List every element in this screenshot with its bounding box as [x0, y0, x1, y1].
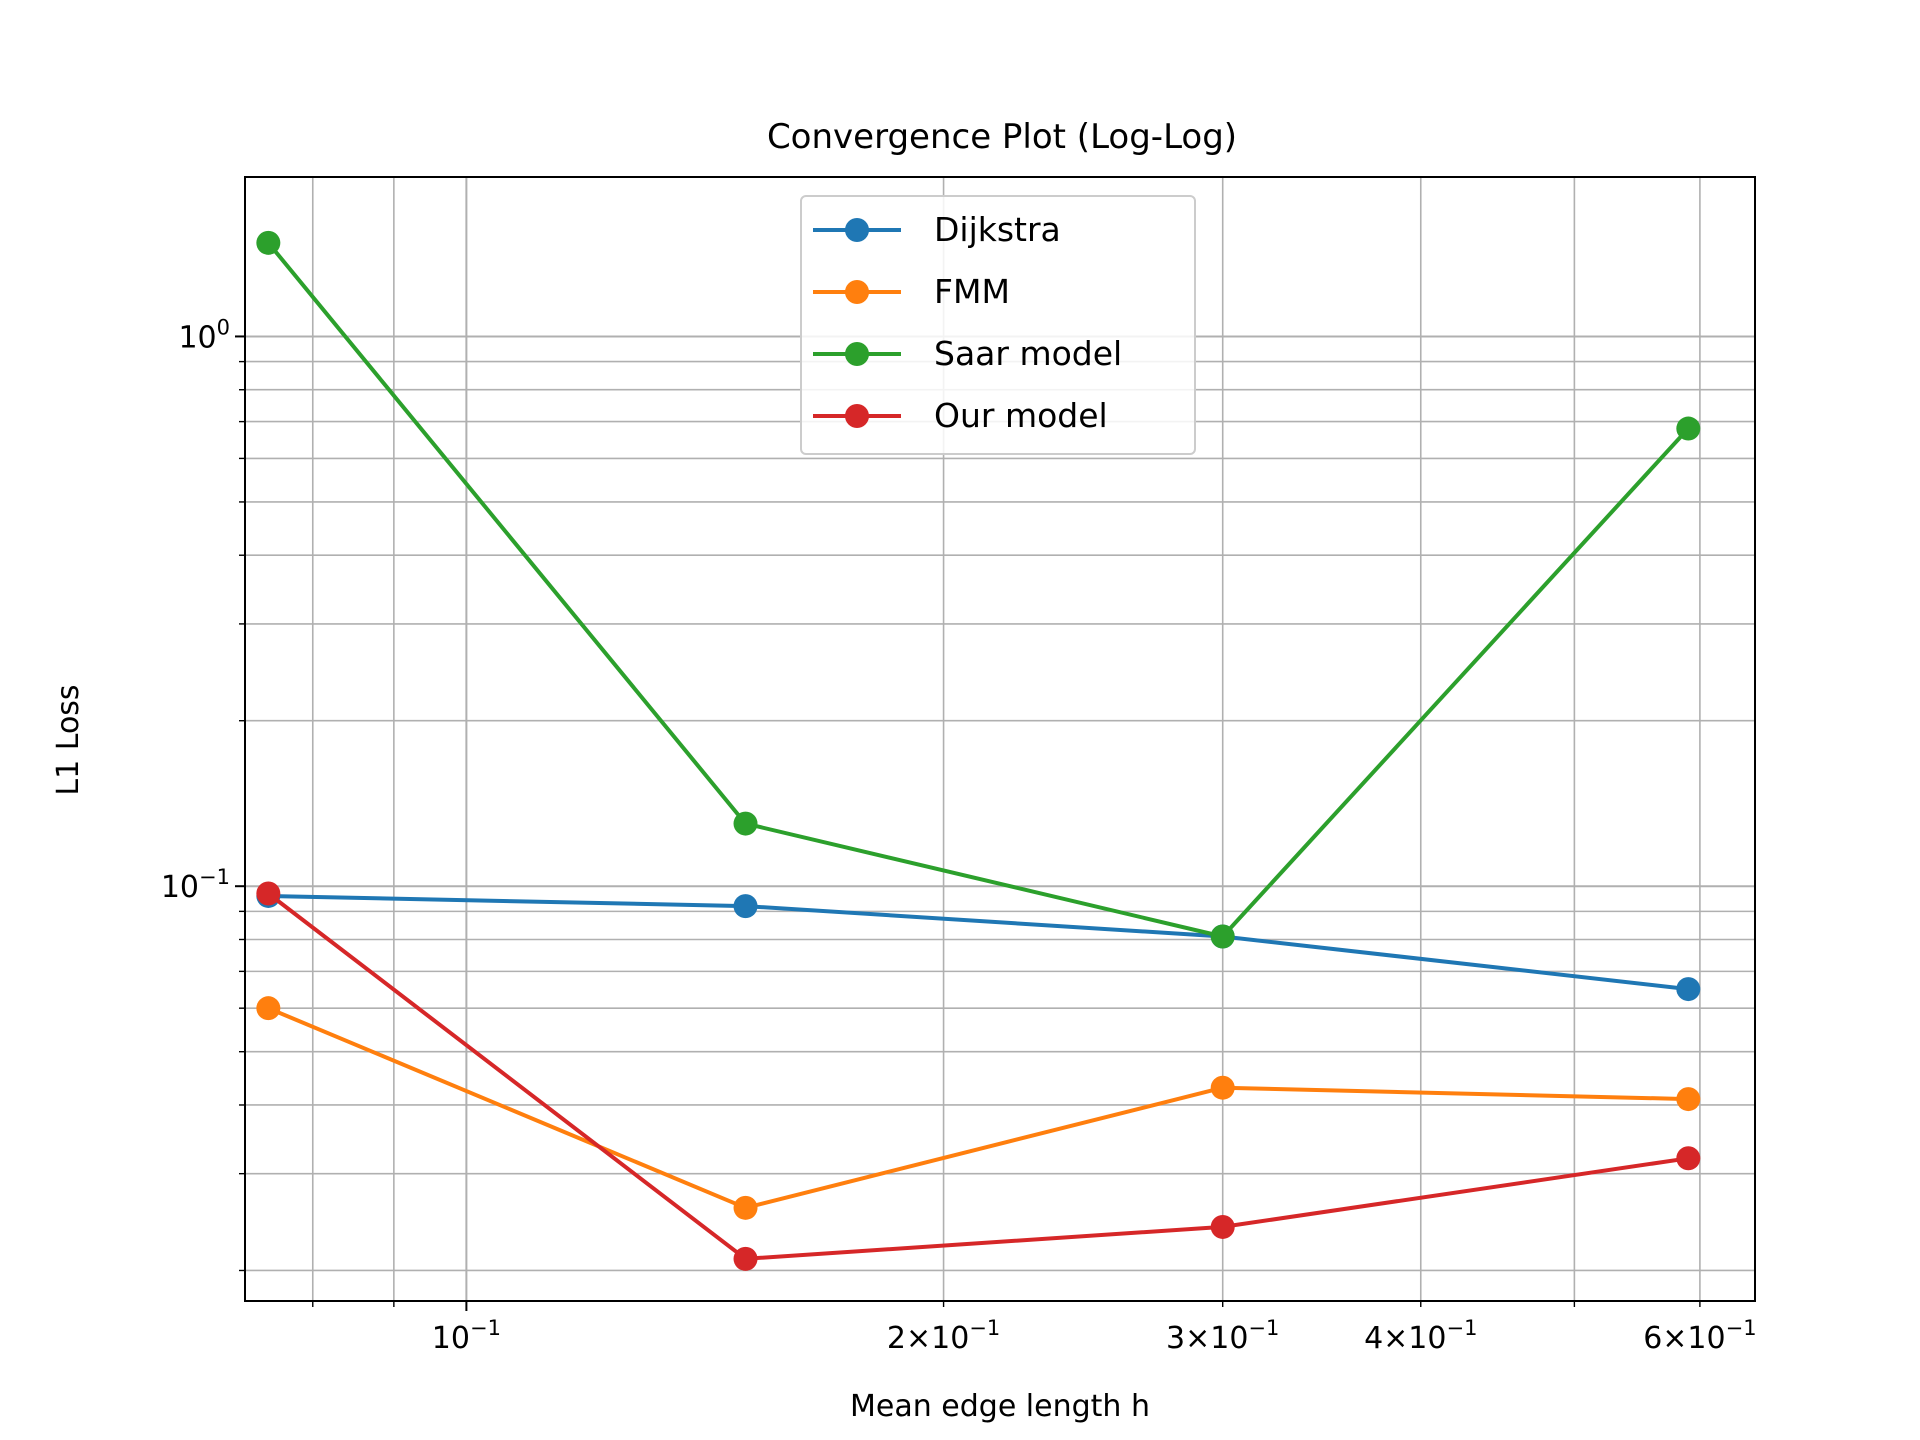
data-point-saar-model — [256, 230, 281, 255]
data-point-our-model — [1676, 1146, 1701, 1171]
y-axis-label: L1 Loss — [51, 684, 86, 795]
plot-area-frame — [244, 176, 1756, 1302]
x-tick-label: 10−1 — [432, 1316, 501, 1356]
y-tick-label: 10−1 — [161, 865, 230, 905]
legend-item-our-model: Our model — [813, 396, 1108, 435]
series-our-model — [256, 881, 1701, 1271]
legend-item-saar-model: Saar model — [813, 334, 1122, 373]
legend-swatch-marker — [845, 218, 869, 242]
data-point-dijkstra — [733, 894, 758, 919]
data-point-our-model — [733, 1246, 758, 1271]
legend-label: Saar model — [934, 334, 1122, 373]
series-line-our-model — [267, 891, 1689, 1261]
data-point-saar-model — [733, 811, 758, 836]
x-tick-label: 2×10−1 — [887, 1316, 1000, 1356]
legend-swatch-marker — [845, 342, 869, 366]
y-tick-label: 100 — [178, 315, 230, 355]
data-point-fmm — [733, 1195, 758, 1220]
series-line-dijkstra — [268, 894, 1689, 992]
series-line-fmm — [267, 1006, 1689, 1210]
legend-frame — [800, 195, 1196, 455]
x-axis-label: Mean edge length h — [850, 1389, 1150, 1424]
data-point-saar-model — [1210, 924, 1235, 949]
legend: Dijkstra FMM Saar model Our model — [800, 195, 1196, 455]
data-point-our-model — [256, 881, 281, 906]
legend-swatch-marker — [845, 404, 869, 428]
x-tick-label: 3×10−1 — [1166, 1316, 1279, 1356]
legend-label: FMM — [934, 272, 1010, 311]
x-tick-label: 6×10−1 — [1643, 1316, 1756, 1356]
data-point-dijkstra — [1676, 977, 1701, 1002]
legend-label: Our model — [934, 396, 1108, 435]
data-point-fmm — [1210, 1075, 1235, 1100]
series-line-saar-model — [266, 241, 1690, 939]
data-point-saar-model — [1676, 416, 1701, 441]
grid — [245, 177, 1755, 1301]
legend-item-fmm: FMM — [813, 272, 1010, 311]
data-point-fmm — [1676, 1087, 1701, 1112]
series-saar-model — [256, 230, 1701, 949]
data-point-fmm — [256, 996, 281, 1021]
chart-title: Convergence Plot (Log-Log) — [767, 117, 1237, 157]
axis-ticks: 10−1 2×10−1 3×10−1 4×10−1 6×10−1 100 10−1 — [161, 315, 1757, 1356]
series-layer — [256, 230, 1701, 1271]
legend-swatch-marker — [845, 280, 869, 304]
legend-label: Dijkstra — [934, 210, 1061, 249]
legend-item-dijkstra: Dijkstra — [813, 210, 1061, 249]
data-point-our-model — [1210, 1214, 1235, 1239]
series-fmm — [256, 996, 1701, 1220]
x-tick-label: 4×10−1 — [1364, 1316, 1477, 1356]
